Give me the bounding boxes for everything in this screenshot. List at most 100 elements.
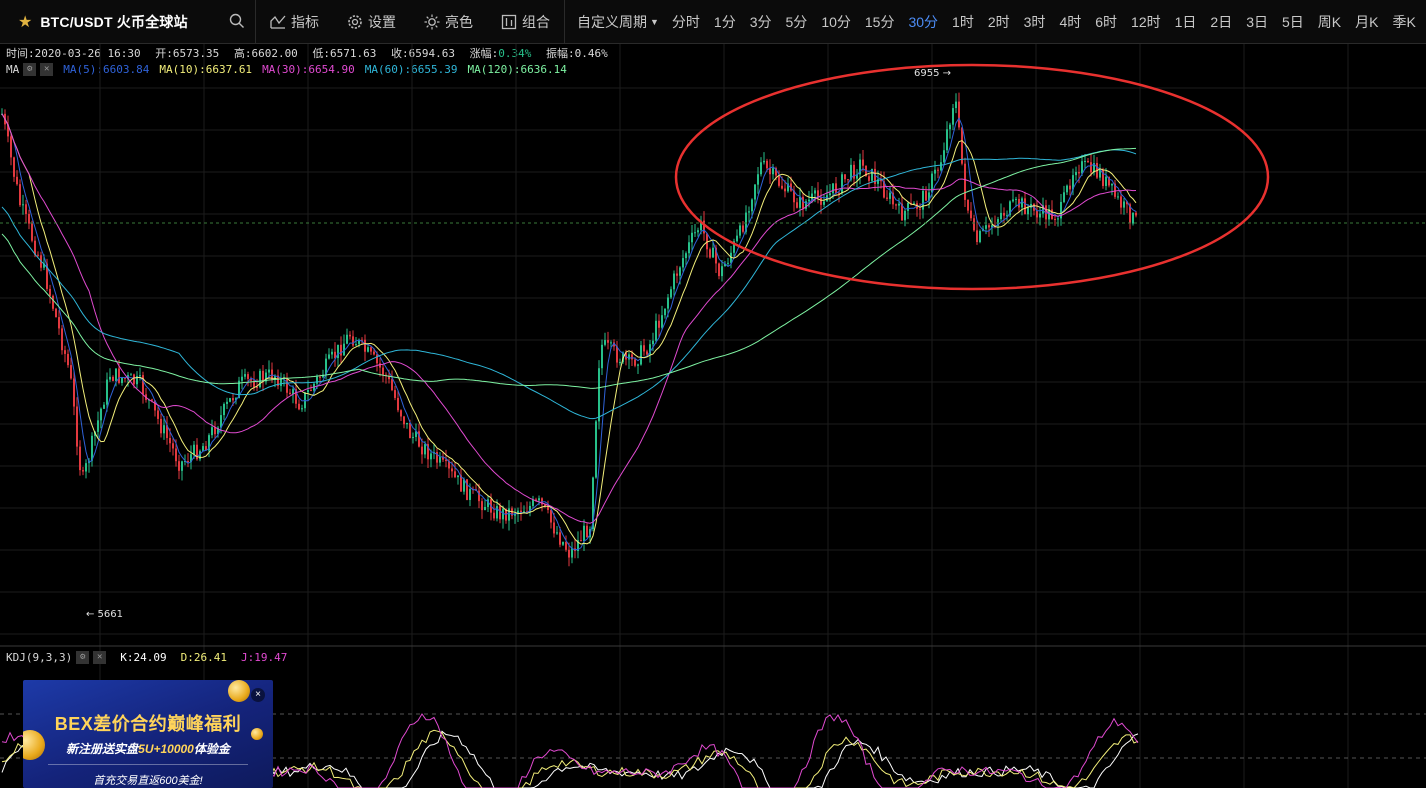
candle-body (739, 225, 741, 236)
candle-body (901, 203, 903, 221)
period-tab[interactable]: 3日 (1246, 13, 1268, 30)
candle-body (64, 350, 66, 354)
period-tab[interactable]: 3分 (749, 13, 772, 30)
period-tab[interactable]: 1分 (713, 13, 736, 30)
candle-body (712, 247, 714, 258)
chevron-down-icon: ▼ (650, 16, 659, 27)
candle-body (394, 390, 396, 398)
candle-body (841, 174, 843, 194)
candle-body (757, 174, 759, 185)
candle-body (319, 376, 321, 378)
candle-body (247, 374, 249, 379)
candle-body (1036, 210, 1038, 218)
close-icon[interactable]: ✕ (93, 651, 107, 664)
candle-body (382, 367, 384, 375)
candle-body (943, 150, 945, 163)
candle-body (349, 334, 351, 337)
period-tab[interactable]: 1日 (1174, 13, 1197, 30)
candle-body (202, 446, 204, 452)
candle-body (913, 203, 915, 205)
candle-body (772, 168, 774, 175)
candle-body (1009, 201, 1011, 216)
period-tab[interactable]: 3时 (1023, 13, 1046, 30)
candle-body (670, 289, 672, 298)
candle-body (1069, 185, 1071, 190)
period-tab[interactable]: 15分 (864, 13, 895, 30)
gear-icon[interactable]: ⚙ (23, 63, 37, 76)
indicator-button[interactable]: 指标 (256, 0, 333, 44)
candle-body (328, 354, 330, 359)
settings-button[interactable]: 设置 (333, 0, 410, 44)
candle-body (292, 389, 294, 394)
candle-body (598, 368, 600, 422)
search-icon[interactable] (229, 13, 245, 29)
star-icon[interactable]: ★ (18, 13, 33, 31)
candle-body (178, 461, 180, 471)
candle-body (1042, 205, 1044, 214)
candle-body (373, 351, 375, 355)
candle-body (829, 193, 831, 196)
candle-body (79, 446, 81, 471)
candle-body (559, 532, 561, 545)
combo-button[interactable]: 组合 (487, 0, 564, 44)
promo-banner[interactable]: × BEX差价合约巅峰福利 新注册送实盘5U+10000体验金 首充交易直返60… (23, 680, 273, 788)
period-tab[interactable]: 10分 (821, 13, 851, 30)
promo-sub-suffix: 体验金 (193, 742, 230, 756)
low-price-label: ← 5661 (86, 609, 123, 620)
period-tab[interactable]: 2时 (987, 13, 1010, 30)
close-icon[interactable]: × (251, 688, 265, 702)
period-tab[interactable]: 2日 (1210, 13, 1233, 30)
candle-body (769, 168, 771, 175)
candle-body (445, 459, 447, 462)
candle-body (508, 508, 510, 521)
candle-body (1099, 169, 1101, 178)
candle-body (184, 460, 186, 462)
candle-body (883, 181, 885, 198)
candle-body (577, 540, 579, 552)
candle-body (703, 220, 705, 234)
candle-body (856, 174, 858, 179)
period-tab[interactable]: 6时 (1095, 13, 1118, 30)
candle-body (820, 197, 822, 205)
candle-body (160, 418, 162, 434)
candle-body (736, 235, 738, 242)
candle-body (529, 505, 531, 513)
period-tab[interactable]: 周K (1317, 13, 1342, 30)
period-tab[interactable]: 5分 (785, 13, 808, 30)
kdj-items: K:24.09 D:26.41 J:19.47 (106, 651, 287, 664)
candlestick-chart[interactable]: 6955 → ← 5661 (0, 44, 1426, 788)
candle-body (49, 288, 51, 296)
candle-body (31, 223, 33, 241)
candle-body (1132, 212, 1134, 224)
period-tab[interactable]: 季K (1392, 13, 1416, 30)
candle-body (7, 124, 9, 137)
candle-body (607, 340, 609, 343)
period-tab[interactable]: 12时 (1131, 13, 1161, 30)
candle-body (409, 422, 411, 439)
candle-body (928, 192, 930, 201)
symbol-name: BTC/USDT 火币全球站 (40, 13, 188, 30)
ma-line (1, 149, 1137, 420)
gear-icon[interactable]: ⚙ (76, 651, 90, 664)
period-tab[interactable]: 月K (1355, 13, 1379, 30)
period-tab[interactable]: 4时 (1059, 13, 1082, 30)
candle-body (613, 342, 615, 347)
candle-body (709, 249, 711, 258)
period-tab[interactable]: 5日 (1282, 13, 1304, 30)
candle-body (442, 456, 444, 460)
light-theme-button[interactable]: 亮色 (410, 0, 487, 44)
candle-body (1021, 198, 1023, 208)
candle-body (1129, 204, 1131, 224)
candle-body (925, 190, 927, 201)
candle-body (448, 461, 450, 469)
candle-body (700, 220, 702, 231)
period-tab[interactable]: 1时 (952, 13, 974, 30)
candle-body (781, 185, 783, 189)
candle-body (676, 273, 678, 276)
coin-icon (251, 728, 263, 740)
period-tab[interactable]: 30分 (908, 13, 939, 30)
custom-period-dropdown[interactable]: 自定义周期 ▼ (569, 12, 665, 32)
period-tab[interactable]: 分时 (671, 13, 700, 30)
close-icon[interactable]: ✕ (40, 63, 54, 76)
symbol-selector[interactable]: ★ BTC/USDT 火币全球站 (0, 0, 256, 44)
